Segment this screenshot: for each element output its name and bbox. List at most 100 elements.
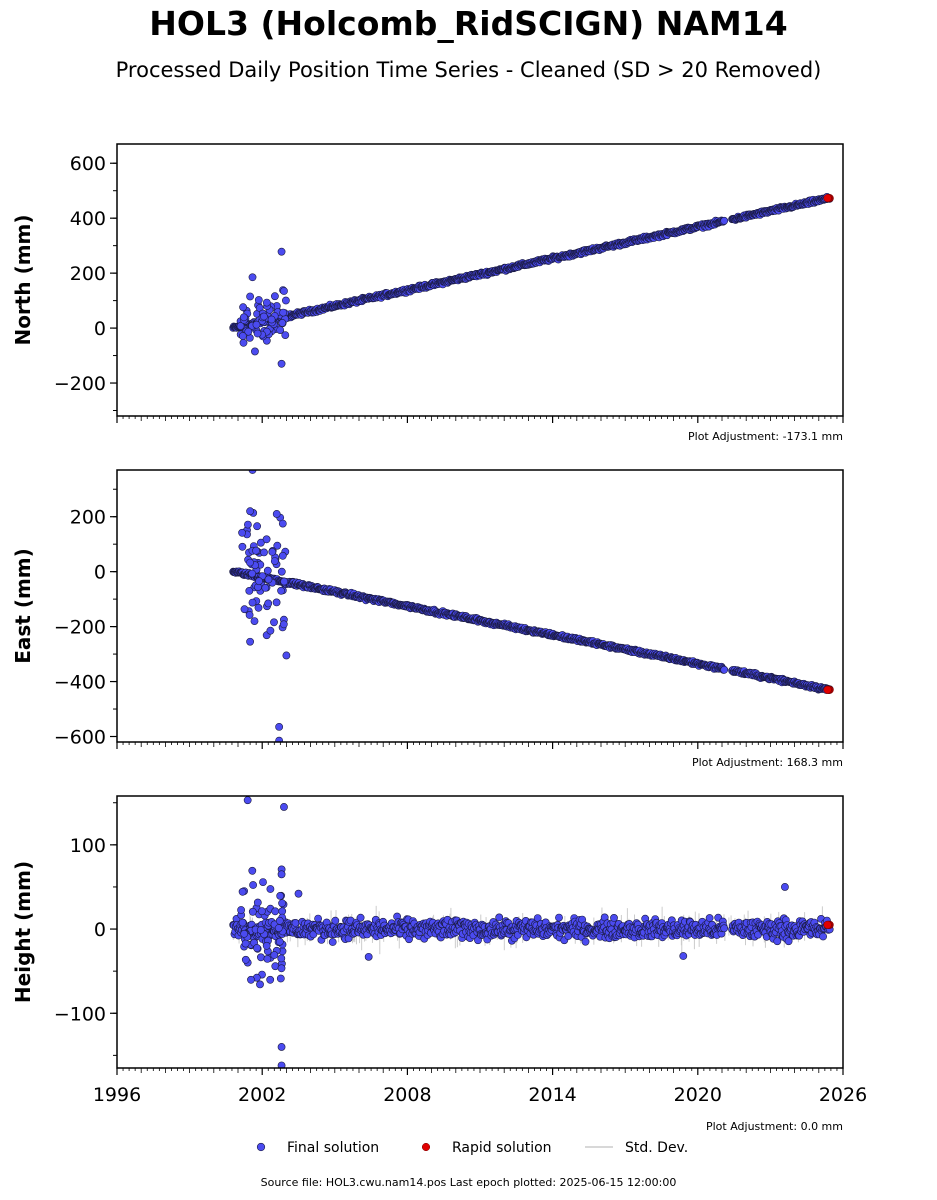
final-point bbox=[245, 587, 254, 595]
final-point bbox=[250, 617, 259, 625]
final-point bbox=[274, 924, 283, 932]
y-tick-label: −100 bbox=[54, 1003, 106, 1025]
panel-2: 200 0 −200 −400 −600 East (mm) Plot Adjustment… bbox=[11, 469, 844, 769]
y-tick-label: 400 bbox=[70, 208, 106, 230]
final-point bbox=[262, 941, 271, 950]
final-point bbox=[237, 906, 245, 914]
outlier-point bbox=[277, 870, 286, 879]
final-point bbox=[253, 898, 262, 907]
x-tick-label: 2014 bbox=[528, 1084, 576, 1106]
outlier-point bbox=[246, 507, 254, 516]
y-tick-label: 0 bbox=[94, 562, 106, 584]
panel-1: 600 400 200 0 −200 North (mm) Plot Adjustment:… bbox=[11, 143, 844, 443]
legend-final-marker bbox=[256, 1142, 266, 1152]
final-point bbox=[270, 557, 279, 565]
final-point bbox=[268, 548, 277, 556]
final-point bbox=[328, 938, 337, 946]
final-point bbox=[356, 913, 365, 922]
final-point bbox=[277, 954, 286, 963]
outlier-point bbox=[251, 347, 259, 356]
final-point bbox=[248, 866, 257, 875]
outlier-point bbox=[248, 470, 257, 474]
final-point bbox=[533, 914, 542, 922]
final-point bbox=[266, 885, 275, 893]
final-point bbox=[278, 551, 287, 560]
final-point bbox=[720, 216, 729, 225]
final-point bbox=[238, 528, 246, 537]
final-point bbox=[784, 937, 793, 946]
final-point bbox=[248, 598, 257, 607]
outlier-point bbox=[679, 952, 688, 960]
x-tick-label: 2026 bbox=[819, 1084, 867, 1106]
final-point bbox=[291, 919, 300, 927]
final-point bbox=[241, 939, 250, 948]
final-point bbox=[270, 951, 279, 959]
final-point bbox=[256, 980, 264, 989]
legend-std-label: Std. Dev. bbox=[625, 1140, 688, 1156]
y-axis-label: North (mm) bbox=[11, 214, 35, 345]
final-point bbox=[267, 315, 276, 324]
plot-adjustment: Plot Adjustment: 168.3 mm bbox=[692, 756, 843, 769]
outlier-point bbox=[272, 510, 281, 518]
outlier-point bbox=[294, 889, 303, 898]
y-tick-label: −400 bbox=[54, 672, 106, 694]
final-point bbox=[252, 320, 261, 329]
final-point bbox=[240, 929, 249, 938]
final-point bbox=[278, 519, 287, 528]
source-footer: Source file: HOL3.cwu.nam14.pos Last epo… bbox=[260, 1176, 677, 1189]
final-point bbox=[278, 899, 286, 908]
final-point bbox=[819, 932, 827, 941]
final-point bbox=[239, 338, 248, 347]
chart-title: HOL3 (Holcomb_RidSCIGN) NAM14 bbox=[149, 4, 788, 43]
chart-subtitle: Processed Daily Position Time Series - C… bbox=[115, 58, 822, 82]
final-point bbox=[264, 599, 273, 608]
final-point bbox=[255, 577, 263, 586]
outlier-point bbox=[277, 1043, 286, 1051]
y-tick-label: 0 bbox=[94, 318, 106, 340]
y-tick-label: 100 bbox=[70, 835, 106, 857]
final-point bbox=[245, 611, 254, 619]
final-point bbox=[276, 974, 285, 983]
final-point bbox=[705, 914, 714, 922]
legend-rapid-label: Rapid solution bbox=[452, 1140, 552, 1156]
final-point bbox=[581, 937, 590, 946]
final-point bbox=[236, 322, 245, 330]
outlier-point bbox=[364, 952, 373, 961]
final-point bbox=[244, 327, 253, 336]
final-point bbox=[273, 541, 282, 550]
final-point bbox=[279, 620, 288, 629]
final-point bbox=[279, 308, 288, 317]
final-point bbox=[270, 618, 278, 627]
final-point bbox=[248, 907, 257, 916]
final-point bbox=[243, 520, 252, 529]
outlier-point bbox=[243, 796, 252, 805]
final-point bbox=[249, 881, 257, 889]
legend-rapid-marker bbox=[421, 1142, 431, 1152]
final-point bbox=[266, 975, 275, 984]
final-point bbox=[720, 924, 729, 933]
final-point bbox=[254, 296, 263, 304]
y-tick-label: 0 bbox=[94, 919, 106, 941]
outlier-point bbox=[277, 1061, 286, 1068]
final-point bbox=[253, 329, 262, 338]
final-point bbox=[266, 626, 275, 635]
final-point bbox=[281, 296, 290, 305]
final-point bbox=[259, 312, 268, 321]
final-point bbox=[262, 298, 271, 307]
outlier-point bbox=[277, 359, 286, 368]
final-point bbox=[253, 522, 261, 531]
final-point bbox=[259, 878, 267, 886]
final-point bbox=[276, 892, 285, 900]
final-point bbox=[280, 577, 289, 586]
final-point bbox=[239, 313, 248, 322]
y-axis-label: East (mm) bbox=[11, 548, 35, 664]
final-point bbox=[271, 907, 280, 916]
panel-data-3 bbox=[229, 796, 834, 1068]
final-point bbox=[275, 916, 284, 925]
final-point bbox=[238, 332, 247, 340]
outlier-point bbox=[280, 287, 288, 295]
x-tick-label: 2002 bbox=[238, 1084, 286, 1106]
final-point bbox=[262, 535, 271, 544]
final-point bbox=[256, 953, 265, 962]
